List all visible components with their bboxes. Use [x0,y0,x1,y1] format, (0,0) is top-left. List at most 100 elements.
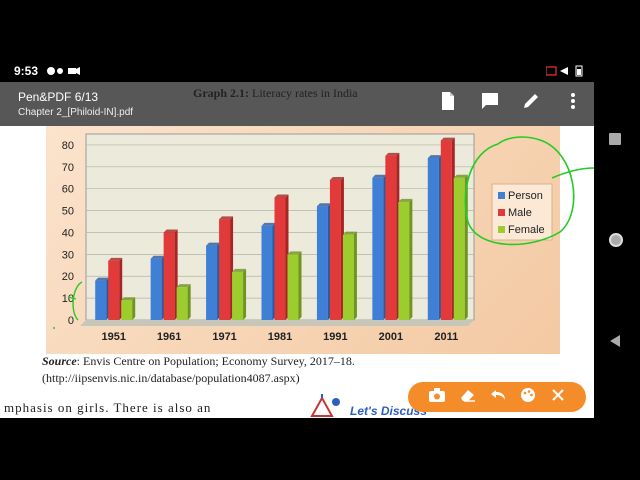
navigation-bar [594,82,640,418]
bar-female-1971 [232,271,244,320]
bar-top [427,155,442,159]
close-icon[interactable] [548,387,568,407]
x-tick-label: 1971 [212,331,236,343]
bar-side [132,297,136,320]
bar-top [121,297,136,301]
bar-person-2011 [427,158,439,320]
bar-person-1971 [206,245,218,320]
recents-button[interactable] [608,132,622,149]
y-tick-label: 20 [62,271,74,283]
app-title: Pen&PDF 6/13 [18,90,99,104]
status-time: 9:53 [14,64,39,78]
chart-floor [80,320,474,326]
y-tick-label: 30 [62,249,74,261]
bar-top [163,229,178,233]
bar-top [206,242,221,246]
bar-male-1981 [274,197,286,320]
graph-title-text: Literacy rates in India [252,86,358,100]
bar-top [453,174,468,178]
x-tick-label: 2011 [434,331,458,343]
bar-top [316,203,331,207]
bar-person-2001 [372,177,384,320]
bar-female-1991 [342,234,354,320]
more-vert-icon[interactable] [561,92,585,116]
source-url: (http://iipsenvis.nic.in/database/popula… [42,371,300,385]
legend-swatch-male [498,209,505,216]
app-bar: Pen&PDF 6/13 Chapter 2_[Philoid-IN].pdf [0,82,594,126]
legend-swatch-female [498,226,505,233]
x-tick-label: 1991 [323,331,347,343]
cast-airplane-battery-icon [545,65,583,77]
discuss-icon [310,394,340,417]
annotation-dot [53,327,55,329]
handwritten-annotations [53,136,594,329]
body-text: mphasis on girls. There is also an [4,400,212,415]
source-text: : Envis Centre on Population; Economy Su… [76,354,355,368]
annotation-toolbar [408,382,586,412]
status-bar: 9:53 [0,0,640,82]
bar-male-1971 [219,219,231,320]
bar-male-1951 [108,260,120,320]
bar-top [108,257,123,261]
bar-male-2001 [385,155,397,320]
bar-top [342,231,357,235]
palette-icon[interactable] [518,387,538,407]
back-button[interactable] [608,334,622,351]
pdf-page[interactable]: 0 10 20 30 40 50 60 70 80 1951 1961 1971 1981 1991 200… [0,82,594,418]
document-icon[interactable] [436,92,460,116]
bar-female-1951 [121,300,133,320]
home-button[interactable] [608,232,624,251]
x-tick-label: 2001 [379,331,403,343]
bar-side [353,231,357,320]
annotation-mark-axis [67,281,83,321]
y-tick-label: 10 [62,293,74,305]
bar-top [95,277,110,281]
y-tick-label: 80 [62,140,74,152]
comment-icon[interactable] [478,92,502,116]
undo-icon[interactable] [488,387,508,407]
y-tick-label: 0 [68,315,74,327]
bar-top [232,268,247,272]
bar-male-2011 [440,140,452,320]
file-name: Chapter 2_[Philoid-IN].pdf [18,107,134,118]
legend-label-male: Male [508,207,532,219]
annotation-stroke [551,167,594,179]
bar-top [176,284,191,288]
bar-top [385,152,400,156]
source-line: Source: Envis Centre on Population; Econ… [42,354,355,369]
bar-person-1961 [150,258,162,320]
x-tick-label: 1951 [101,331,125,343]
bar-top [372,174,387,178]
y-tick-label: 50 [62,206,74,218]
bar-male-1991 [329,179,341,320]
bar-person-1981 [261,225,273,320]
bar-female-2001 [398,201,410,320]
bar-top [261,222,276,226]
y-tick-label: 70 [62,162,74,174]
system-icons [545,65,586,80]
bar-top [274,194,289,198]
legend-label-person: Person [508,190,543,202]
pen-icon[interactable] [519,92,543,116]
chat-notification-icon [47,67,80,75]
bar-top [150,255,165,259]
bar-person-1951 [95,280,107,320]
camera-icon[interactable] [427,387,447,407]
bar-female-1981 [287,254,299,320]
bar-top [329,176,344,180]
bar-side [409,198,413,320]
source-label: Source [42,354,77,368]
bar-male-1961 [163,232,175,320]
literacy-bar-chart: 0 10 20 30 40 50 60 70 80 1951 1961 1971 1981 1991 200… [62,133,553,343]
legend-label-female: Female [508,224,545,236]
eraser-icon[interactable] [458,387,478,407]
bar-top [398,198,413,202]
chart-background: 0 10 20 30 40 50 60 70 80 1951 1961 1971 1981 1991 200… [46,126,560,354]
bar-top [287,251,302,255]
bar-female-1961 [176,287,188,320]
bottom-bar [0,418,640,480]
y-tick-label: 60 [62,184,74,196]
bar-female-2011 [453,177,465,320]
annotation-circle-legend [464,136,575,246]
y-tick-label: 40 [62,227,74,239]
